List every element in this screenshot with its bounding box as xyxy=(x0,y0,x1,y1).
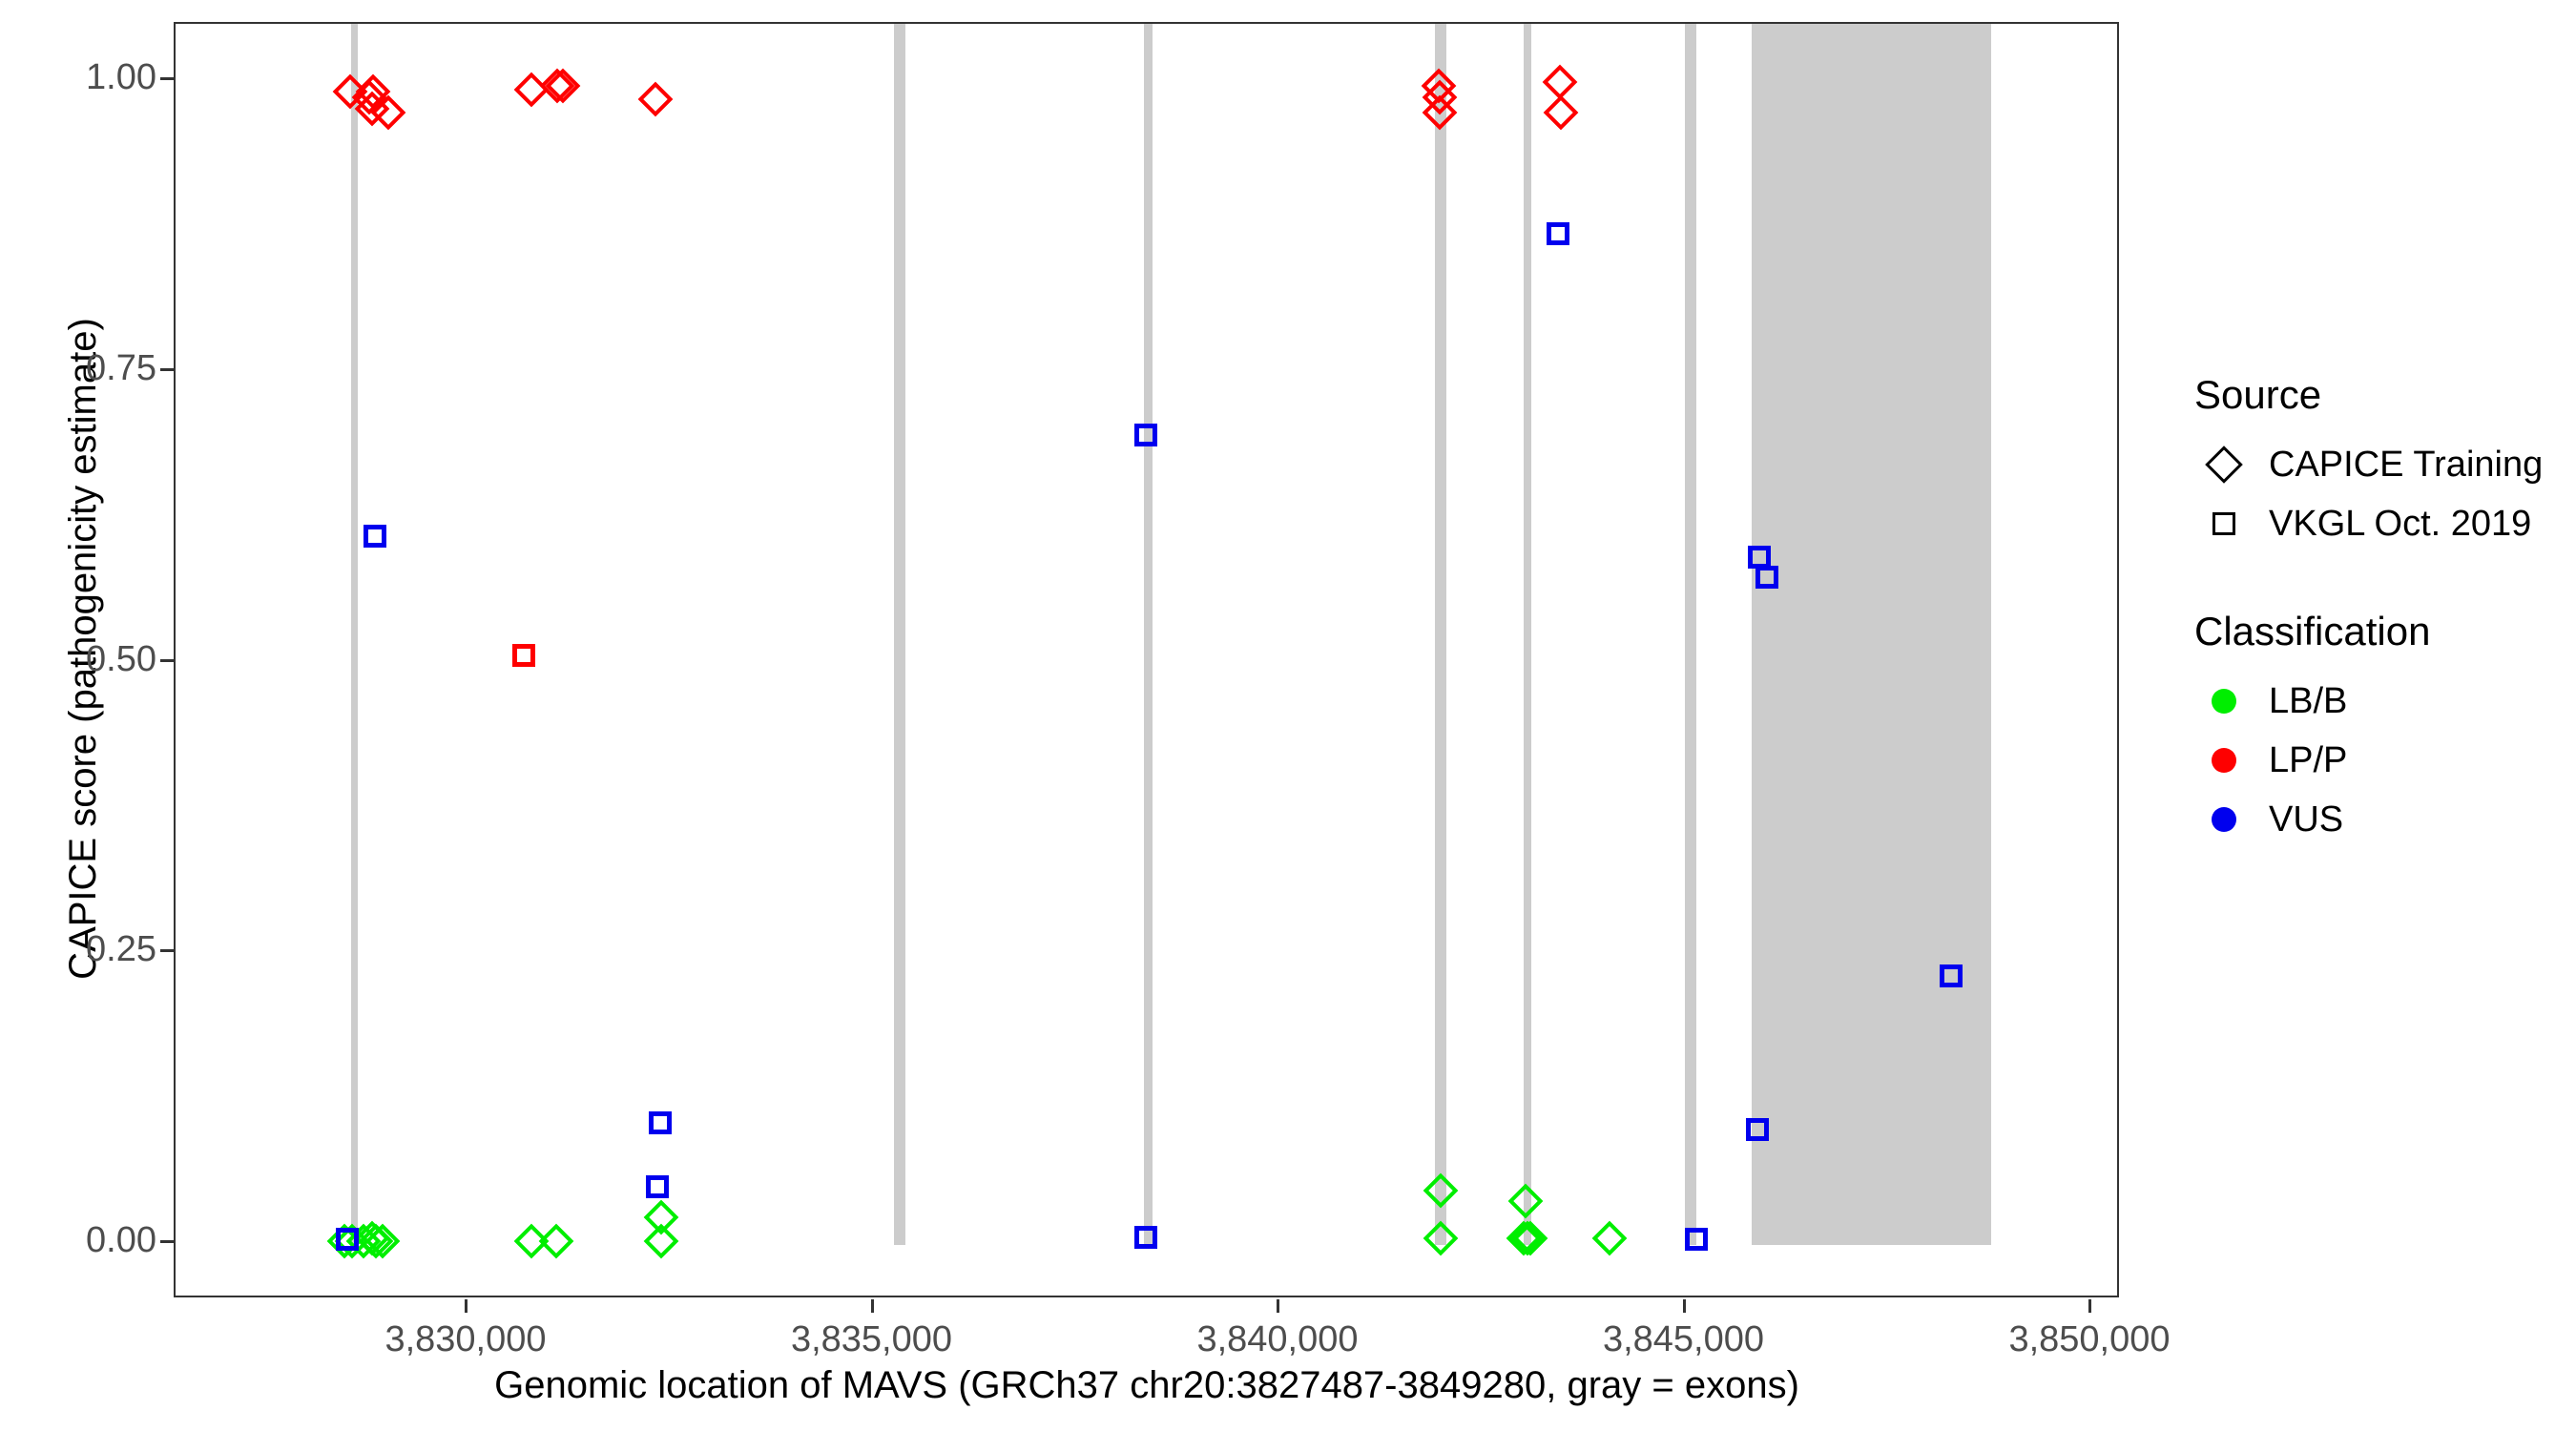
data-point xyxy=(1134,1225,1157,1249)
data-point xyxy=(1685,1228,1709,1252)
x-tick-label: 3,835,000 xyxy=(790,1319,953,1359)
legend-item[interactable]: LP/P xyxy=(2194,731,2557,790)
legend-item[interactable]: VKGL Oct. 2019 xyxy=(2194,494,2557,553)
x-tick-mark xyxy=(1277,1299,1279,1313)
legend-title: Classification xyxy=(2194,609,2431,653)
legend-item-label: VKGL Oct. 2019 xyxy=(2269,503,2532,544)
filled-circle-icon xyxy=(2212,689,2236,714)
x-tick-label: 3,830,000 xyxy=(384,1319,547,1359)
classification-legend: Classification LB/B LP/P VUS xyxy=(2194,609,2557,849)
x-tick-mark xyxy=(1682,1299,1686,1313)
y-tick-label: 0.00 xyxy=(86,1220,156,1260)
exon-band xyxy=(1523,24,1531,1245)
legend-item[interactable]: VUS xyxy=(2194,790,2557,849)
data-point xyxy=(1746,1117,1770,1141)
filled-circle-icon xyxy=(2212,807,2236,832)
data-point xyxy=(511,644,535,668)
x-axis-title: Genomic location of MAVS (GRCh37 chr20:3… xyxy=(494,1364,1799,1406)
data-point xyxy=(643,1223,679,1258)
source-legend: Source CAPICE Training VKGL Oct. 2019 xyxy=(2194,372,2557,553)
legend-item-label: CAPICE Training xyxy=(2269,444,2544,485)
x-tick-mark xyxy=(2088,1299,2091,1313)
x-tick-label: 3,845,000 xyxy=(1602,1319,1765,1359)
plot-panel xyxy=(174,22,2119,1297)
legend-item[interactable]: CAPICE Training xyxy=(2194,435,2557,494)
x-tick-label: 3,850,000 xyxy=(2008,1319,2171,1359)
data-point xyxy=(638,81,674,116)
y-tick-mark xyxy=(160,1240,174,1243)
exon-band xyxy=(893,24,905,1245)
x-tick-mark xyxy=(870,1299,874,1313)
open-square-icon xyxy=(2212,512,2235,535)
data-point xyxy=(335,1228,359,1252)
legend-key xyxy=(2194,494,2254,553)
legend: Source CAPICE Training VKGL Oct. 2019 Class… xyxy=(2194,372,2557,904)
data-point xyxy=(1939,964,1963,987)
data-point xyxy=(538,1223,574,1258)
exon-band xyxy=(1684,24,1696,1245)
legend-item-label: LB/B xyxy=(2269,680,2348,721)
data-point xyxy=(363,524,386,548)
legend-key xyxy=(2194,731,2254,790)
y-tick-label: 0.25 xyxy=(86,929,156,970)
y-tick-mark xyxy=(160,658,174,662)
legend-title: Source xyxy=(2194,372,2322,417)
data-point xyxy=(1546,221,1569,245)
x-tick-label: 3,840,000 xyxy=(1196,1319,1359,1359)
data-point xyxy=(1134,423,1158,446)
x-tick-mark xyxy=(465,1299,467,1313)
data-point xyxy=(1755,565,1778,589)
data-point xyxy=(1423,1172,1459,1209)
y-tick-mark xyxy=(160,77,174,80)
data-point xyxy=(648,1111,672,1135)
legend-key xyxy=(2194,435,2254,494)
data-point xyxy=(1507,1183,1544,1219)
data-point xyxy=(1543,94,1579,131)
data-point xyxy=(1591,1220,1627,1256)
data-point xyxy=(646,1175,670,1199)
open-diamond-icon xyxy=(2205,446,2243,484)
data-point xyxy=(1423,1220,1459,1256)
exon-band xyxy=(1751,24,1992,1245)
filled-circle-icon xyxy=(2212,748,2236,773)
y-tick-mark xyxy=(160,949,174,953)
y-tick-label: 0.50 xyxy=(86,638,156,679)
exon-band xyxy=(1434,24,1447,1245)
legend-item-label: LP/P xyxy=(2269,739,2348,780)
exon-band xyxy=(351,24,358,1245)
y-tick-mark xyxy=(160,367,174,371)
legend-key xyxy=(2194,672,2254,731)
legend-item-label: VUS xyxy=(2269,798,2344,840)
exon-band xyxy=(1144,24,1153,1245)
legend-key xyxy=(2194,790,2254,849)
y-tick-label: 1.00 xyxy=(86,57,156,97)
y-tick-label: 0.75 xyxy=(86,347,156,388)
legend-item[interactable]: LB/B xyxy=(2194,672,2557,731)
